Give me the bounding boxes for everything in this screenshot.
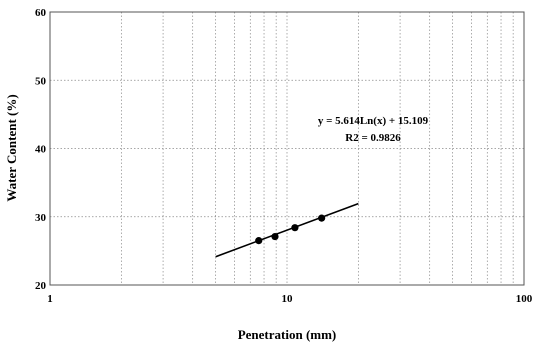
x-tick-label: 1 [47,293,53,305]
trendline [215,202,359,258]
data-point [291,224,299,232]
x-tick-label: 100 [516,293,533,305]
y-tick-label: 30 [35,212,47,224]
data-point [318,214,326,222]
r-squared-label: R2 = 0.9826 [345,132,401,144]
trendline-group [215,202,359,258]
y-axis-title: Water Content (%) [4,94,19,201]
y-tick-labels: 20 30 40 50 60 [35,7,47,292]
data-points [255,214,326,245]
y-tick-label: 20 [35,280,47,292]
y-tick-label: 50 [35,75,47,87]
x-axis-title: Penetration (mm) [238,327,337,342]
y-tick-label: 60 [35,7,47,19]
x-tick-label: 10 [282,293,294,305]
data-point [255,237,263,245]
x-tick-labels: 1 10 100 [47,293,533,305]
data-point [271,232,279,241]
y-tick-label: 40 [35,144,47,156]
grid-lines [50,12,524,285]
plot-frame [49,11,525,286]
trendline-equation: y = 5.614Ln(x) + 15.109 [318,115,429,127]
